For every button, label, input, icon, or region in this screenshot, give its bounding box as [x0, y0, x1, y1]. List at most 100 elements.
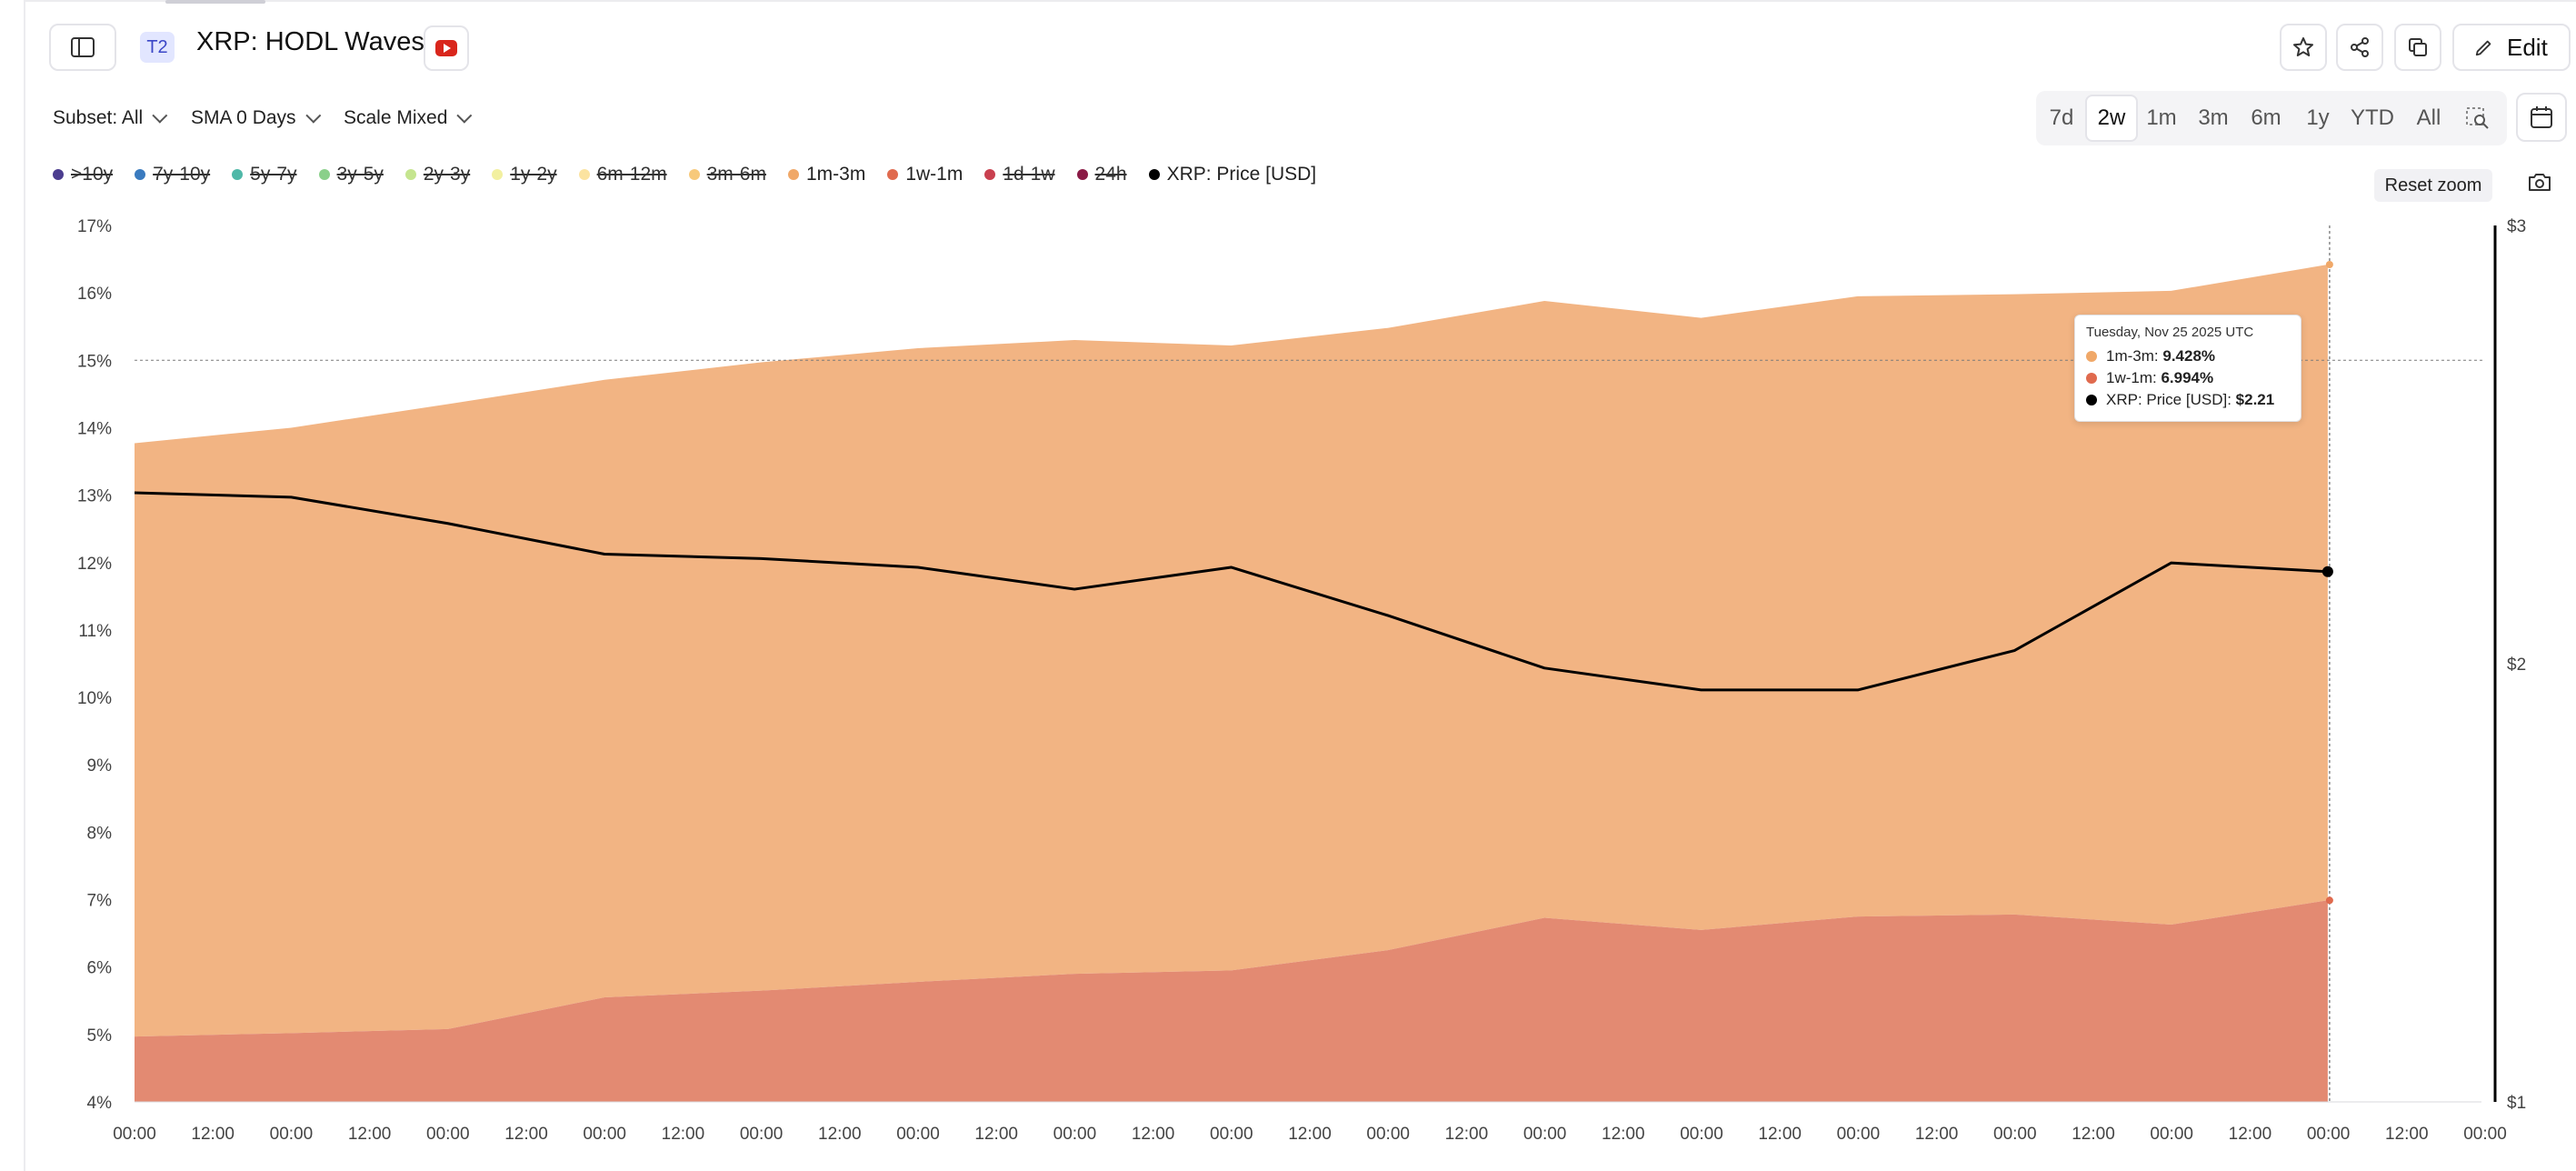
calendar-icon: [2531, 106, 2552, 128]
share-button[interactable]: [2336, 24, 2383, 71]
y-tick-label: 10%: [77, 689, 112, 708]
zoom-select-button[interactable]: [2458, 95, 2498, 142]
zoom-icon: [2466, 107, 2489, 129]
x-tick-label: 12:00: [348, 1125, 392, 1144]
youtube-button[interactable]: [424, 25, 469, 71]
x-tick-label: 12:00: [974, 1125, 1018, 1144]
x-tick-label: 12:00: [504, 1125, 548, 1144]
y-tick-label: 5%: [87, 1026, 113, 1046]
legend-item[interactable]: 1m-3m: [787, 164, 866, 185]
edit-button[interactable]: Edit: [2452, 24, 2571, 71]
x-tick-label: 00:00: [1680, 1125, 1723, 1144]
star-icon: [2293, 37, 2313, 56]
share-icon: [2351, 37, 2369, 57]
duplicate-button[interactable]: [2394, 24, 2441, 71]
x-tick-label: 00:00: [113, 1125, 156, 1144]
x-tick-label: 12:00: [1445, 1125, 1489, 1144]
legend-label: 1d-1w: [1003, 164, 1055, 185]
range-ytd[interactable]: YTD: [2351, 105, 2394, 130]
legend-item[interactable]: 7y-10y: [135, 164, 210, 185]
favorite-button[interactable]: [2280, 24, 2327, 71]
legend-item[interactable]: 1d-1w: [984, 164, 1055, 185]
legend-item[interactable]: >10y: [53, 164, 113, 185]
y-right-tick-label: $2: [2507, 656, 2526, 675]
legend-label: >10y: [71, 164, 114, 185]
range-6m[interactable]: 6m: [2251, 105, 2281, 130]
range-2w[interactable]: 2w: [2085, 95, 2138, 142]
x-tick-label: 00:00: [583, 1125, 626, 1144]
legend-dot: [578, 169, 590, 180]
legend-item[interactable]: 1w-1m: [887, 164, 963, 185]
scale-dropdown[interactable]: Scale Mixed: [344, 107, 473, 129]
series-dot: [2086, 351, 2097, 362]
legend-dot: [787, 169, 799, 180]
x-tick-label: 12:00: [1602, 1125, 1645, 1144]
legend-item[interactable]: 3m-6m: [688, 164, 766, 185]
y-tick-label: 17%: [77, 217, 112, 236]
legend-item[interactable]: 24h: [1076, 164, 1127, 185]
x-tick-label: 00:00: [896, 1125, 940, 1144]
series-dot: [2086, 373, 2097, 384]
legend-label: 3m-6m: [706, 164, 766, 185]
legend-label: 5y-7y: [250, 164, 297, 185]
legend-dot: [984, 169, 996, 180]
range-1m[interactable]: 1m: [2146, 105, 2177, 130]
x-tick-label: 00:00: [426, 1125, 470, 1144]
y-tick-label: 8%: [87, 824, 113, 843]
x-tick-label: 00:00: [1053, 1125, 1097, 1144]
y-tick-label: 16%: [77, 285, 112, 304]
legend-item[interactable]: 1y-2y: [492, 164, 557, 185]
legend-label: 1y-2y: [510, 164, 557, 185]
legend-dot: [688, 169, 700, 180]
y-tick-label: 13%: [77, 487, 112, 506]
sma-dropdown[interactable]: SMA 0 Days: [191, 107, 321, 129]
x-tick-label: 00:00: [2307, 1125, 2351, 1144]
x-tick-label: 12:00: [1288, 1125, 1332, 1144]
screenshot-button[interactable]: [2527, 171, 2552, 197]
range-all[interactable]: All: [2416, 105, 2441, 130]
x-tick-label: 00:00: [1210, 1125, 1253, 1144]
pencil-icon: [2475, 40, 2491, 56]
x-tick-label: 00:00: [1523, 1125, 1567, 1144]
tooltip-label: 1m-3m: [2106, 347, 2154, 365]
scale-label: Scale Mixed: [344, 107, 448, 128]
legend-label: 6m-12m: [596, 164, 667, 185]
y-tick-label: 7%: [87, 892, 113, 911]
legend-dot: [404, 169, 416, 180]
x-tick-label: 00:00: [2463, 1125, 2507, 1144]
legend-item[interactable]: 5y-7y: [232, 164, 297, 185]
youtube-icon: [435, 40, 457, 56]
area-point-1w-1m: [2325, 896, 2333, 905]
legend-item[interactable]: XRP: Price [USD]: [1148, 164, 1316, 185]
tooltip-label: XRP: Price [USD]: [2106, 391, 2228, 408]
legend-dot: [887, 169, 899, 180]
legend-label: 1m-3m: [805, 164, 866, 185]
x-tick-label: 12:00: [191, 1125, 235, 1144]
app-frame: [24, 0, 2576, 1171]
legend-item[interactable]: 6m-12m: [578, 164, 667, 185]
y-right-tick-label: $3: [2507, 217, 2526, 236]
range-1y[interactable]: 1y: [2306, 105, 2330, 130]
area-point-1m-3m: [2325, 261, 2333, 269]
legend-item[interactable]: 3y-5y: [318, 164, 384, 185]
legend-dot: [318, 169, 330, 180]
subset-label: Subset: All: [53, 107, 144, 128]
tooltip-value: 6.994%: [2161, 369, 2214, 386]
date-picker-button[interactable]: [2516, 93, 2567, 142]
x-tick-label: 12:00: [1758, 1125, 1802, 1144]
x-tick-label: 12:00: [1915, 1125, 1959, 1144]
x-tick-label: 12:00: [1132, 1125, 1175, 1144]
sidebar-toggle-button[interactable]: [49, 24, 116, 71]
legend-dot: [53, 169, 64, 180]
legend-label: 7y-10y: [153, 164, 211, 185]
range-3m[interactable]: 3m: [2198, 105, 2229, 130]
reset-zoom-button[interactable]: Reset zoom: [2374, 169, 2492, 202]
x-tick-label: 00:00: [740, 1125, 784, 1144]
range-7d[interactable]: 7d: [2049, 105, 2074, 130]
tooltip-value: $2.21: [2235, 391, 2275, 408]
legend-item[interactable]: 2y-3y: [404, 164, 470, 185]
subset-dropdown[interactable]: Subset: All: [53, 107, 168, 129]
y-tick-label: 4%: [87, 1094, 113, 1113]
x-tick-label: 12:00: [2385, 1125, 2429, 1144]
